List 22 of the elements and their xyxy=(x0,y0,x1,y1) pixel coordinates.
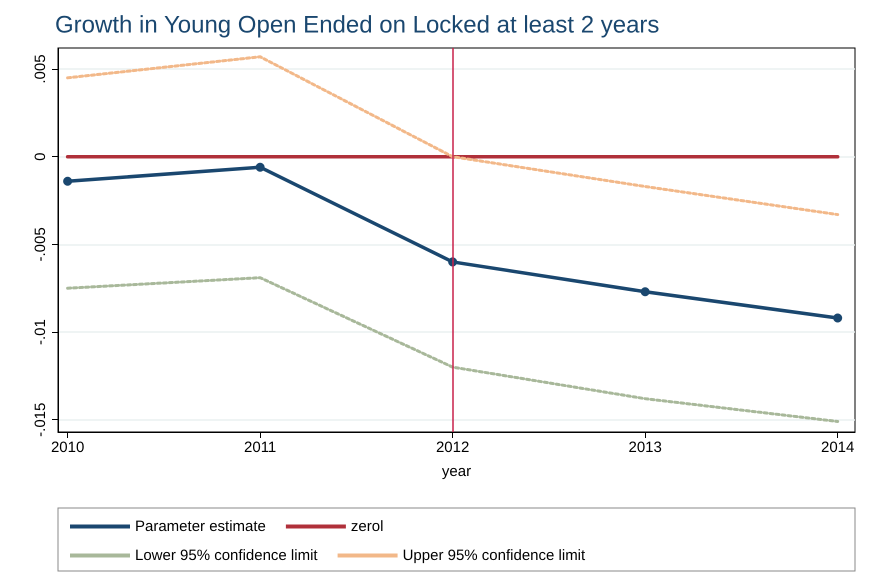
y-tick-label: 0 xyxy=(32,152,49,161)
x-tick-label: 2012 xyxy=(436,439,470,456)
point xyxy=(63,176,72,186)
y-tick-label: -.01 xyxy=(32,319,49,345)
x-tick-label: 2010 xyxy=(50,439,84,456)
point xyxy=(256,162,265,172)
legend-label: Upper 95% confidence limit xyxy=(402,547,586,564)
x-tick-label: 2011 xyxy=(244,439,276,456)
y-tick-label: -.015 xyxy=(32,402,49,437)
x-tick-label: 2014 xyxy=(820,439,854,456)
x-tick-label: 2013 xyxy=(628,439,662,456)
point xyxy=(833,314,842,323)
y-tick-label: -.005 xyxy=(32,227,49,262)
chart-title: Growth in Young Open Ended on Locked at least 2 years xyxy=(55,12,660,38)
line-series xyxy=(66,55,840,216)
y-tick-label: .005 xyxy=(32,54,49,84)
legend-label: Lower 95% confidence limit xyxy=(135,547,318,564)
x-axis-title: year xyxy=(442,463,472,480)
legend-label: Parameter estimate xyxy=(135,518,266,535)
point xyxy=(640,287,650,296)
line-series xyxy=(66,276,840,423)
legend-label: zerol xyxy=(350,518,384,535)
